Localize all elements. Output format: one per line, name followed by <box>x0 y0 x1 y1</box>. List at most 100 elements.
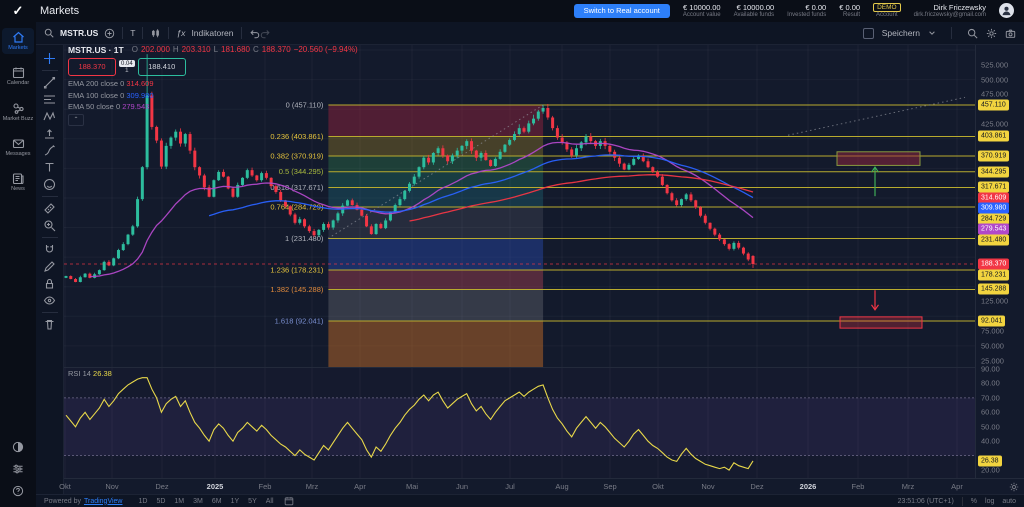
gear-icon[interactable] <box>986 28 997 39</box>
quantity-value[interactable]: 1 <box>125 67 129 75</box>
rsi-axis-label: 90.00 <box>981 364 1000 374</box>
scale-button-%[interactable]: % <box>970 497 978 505</box>
long-position-icon[interactable] <box>41 125 59 142</box>
save-button[interactable]: Speichern <box>881 28 920 38</box>
rsi-axis-label: 70.00 <box>981 393 1000 403</box>
buzz-icon <box>12 103 24 114</box>
chart-canvas[interactable]: 0 (457.110) 0.236 (403.861) 0.382 (370.919… <box>64 45 975 478</box>
ema-line <box>89 141 754 278</box>
price-axis-chip: 284.729 <box>978 213 1010 225</box>
theme-toggle-icon[interactable] <box>12 441 24 453</box>
sidebar-item-market-buzz[interactable]: Market Buzz <box>2 99 34 125</box>
home-icon <box>12 31 24 43</box>
brush-icon[interactable] <box>41 142 59 159</box>
account-stat: € 0.00 Result <box>839 3 860 20</box>
buy-button[interactable]: 188.410 <box>137 58 186 77</box>
price-axis[interactable]: 25.000 50.000 75.000 125.000 425.000 475.000 5… <box>975 45 1024 478</box>
eye-icon[interactable] <box>41 292 59 309</box>
account-stat: € 10000.00 Account value <box>683 3 721 20</box>
ohlc-values: O 202.000 H 203.310 L 181.680 C 188.370 −20.560 … <box>131 45 358 55</box>
sidebar-item-news[interactable]: News <box>2 169 34 195</box>
stat-label: Result <box>843 11 861 18</box>
zoom-in-icon[interactable] <box>41 217 59 234</box>
candles-layer <box>64 54 755 283</box>
trend-line-icon[interactable] <box>41 74 59 91</box>
range-button-1d[interactable]: 1D <box>138 497 148 505</box>
compare-add-icon[interactable] <box>104 28 115 39</box>
fib-level-label: 1.236 (178.231) <box>270 266 323 275</box>
time-axis-label: Feb <box>851 482 865 491</box>
ema-line <box>208 154 754 217</box>
time-axis-label: Dez <box>155 482 169 491</box>
rsi-line <box>65 377 754 471</box>
indicators-button[interactable]: ƒx Indikatoren <box>176 28 234 38</box>
stat-label: Account value <box>682 11 721 18</box>
camera-icon[interactable] <box>1005 28 1016 39</box>
sidebar-item-messages[interactable]: Messages <box>2 134 34 160</box>
indicator-row[interactable]: EMA 200 close 0 314.609 <box>68 79 154 89</box>
stat-value: € 0.00 <box>839 2 861 12</box>
trash-icon[interactable] <box>41 316 59 333</box>
price-axis-label: 50.000 <box>981 341 1004 351</box>
crosshair-icon[interactable] <box>41 50 59 67</box>
indicator-row[interactable]: EMA 100 close 0 309.980 <box>68 90 154 100</box>
time-axis-label: Mrz <box>305 482 319 491</box>
fib-level-label: 1.382 (145.288) <box>270 285 323 294</box>
sell-button[interactable]: 188.370 <box>68 58 116 77</box>
avatar[interactable] <box>999 3 1014 19</box>
price-axis-label: 500.000 <box>981 75 1009 85</box>
time-axis[interactable]: Okt Nov Dez 2025 Feb Mrz Apr Mai Jun Jul Aug Sep Okt… <box>59 478 1024 494</box>
timezone-gear-icon[interactable] <box>1009 482 1019 492</box>
edit-icon[interactable] <box>41 258 59 275</box>
chart-style-icon[interactable] <box>150 28 161 39</box>
stat-label: Available funds <box>733 11 775 18</box>
range-button-all[interactable]: All <box>265 497 274 505</box>
switch-to-real-account-button[interactable]: Switch to Real account <box>573 3 670 18</box>
symbol-search-icon[interactable] <box>44 28 54 38</box>
tradingview-link[interactable]: TradingView <box>83 497 123 505</box>
redo-icon[interactable] <box>260 28 271 39</box>
range-buttons: 1D 5D 1M 3M 6M 1Y 5Y All <box>139 498 274 505</box>
projection-box <box>839 316 923 329</box>
measure-icon[interactable] <box>41 200 59 217</box>
legend-symbol-title[interactable]: MSTR.US · 1T <box>68 45 124 55</box>
emoji-icon[interactable] <box>41 176 59 193</box>
indicator-row[interactable]: EMA 50 close 0 279.543 <box>68 101 150 111</box>
range-button-5d[interactable]: 5D <box>156 497 166 505</box>
undo-icon[interactable] <box>249 28 260 39</box>
xabcd-pattern-icon[interactable] <box>41 108 59 125</box>
price-axis-label: 425.000 <box>981 119 1009 129</box>
legend-collapse-button[interactable]: ⌃ <box>68 114 84 127</box>
sidebar-item-markets[interactable]: Markets <box>2 28 34 55</box>
sidebar-item-calendar[interactable]: Calendar <box>2 63 34 89</box>
magnet-icon[interactable] <box>41 241 59 258</box>
goto-date-icon[interactable] <box>284 496 294 506</box>
range-button-1y[interactable]: 1Y <box>230 497 240 505</box>
price-axis-chip: 403.861 <box>978 130 1010 142</box>
quick-search-icon[interactable] <box>967 28 978 39</box>
sync-checkbox[interactable] <box>862 27 874 39</box>
help-icon[interactable] <box>12 485 24 497</box>
time-axis-label: Apr <box>951 482 963 491</box>
range-button-3m[interactable]: 3M <box>193 497 203 505</box>
range-button-5y[interactable]: 5Y <box>248 497 257 505</box>
settings-sliders-icon[interactable] <box>12 463 24 475</box>
time-axis-label: Okt <box>59 482 71 491</box>
price-axis-chip: 145.288 <box>978 283 1010 295</box>
price-axis-label: 25.000 <box>981 356 1004 366</box>
fib-retracement-icon[interactable] <box>41 91 59 108</box>
scale-button-auto[interactable]: auto <box>1002 497 1016 505</box>
lock-icon[interactable] <box>41 275 59 292</box>
price-axis-label: 475.000 <box>981 89 1009 99</box>
range-button-1m[interactable]: 1M <box>174 497 185 505</box>
indicator-legend: EMA 200 close 0 314.609 EMA 100 close 0 3… <box>68 80 328 111</box>
symbol-search-input[interactable]: MSTR.US <box>60 28 99 38</box>
text-icon[interactable] <box>41 159 59 176</box>
scale-button-log[interactable]: log <box>985 497 995 505</box>
price-axis-chip: 231.480 <box>978 234 1010 246</box>
interval-button[interactable]: T <box>130 28 136 38</box>
range-button-6m[interactable]: 6M <box>211 497 222 505</box>
time-axis-label: Jul <box>505 482 515 491</box>
chart-legend: MSTR.US · 1T O 202.000 H 203.310 L 181.680 C 18… <box>68 45 358 127</box>
chevron-down-icon[interactable] <box>928 29 936 37</box>
